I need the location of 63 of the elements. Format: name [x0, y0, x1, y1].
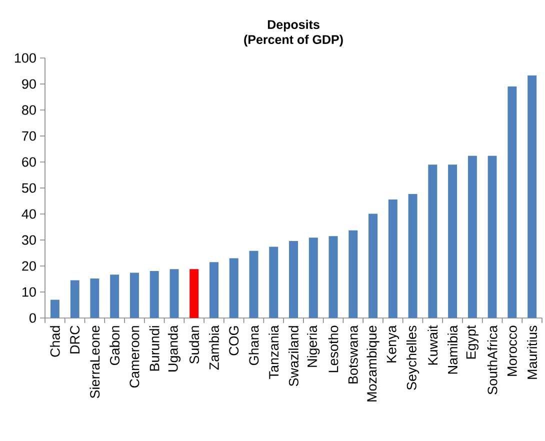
x-tick-label: Mauritius	[527, 326, 538, 379]
y-tick-label: 10	[22, 287, 36, 297]
y-tick-label: 80	[22, 105, 36, 115]
x-tick-label: Morocco	[507, 326, 517, 376]
x-tick-label: Gabon	[110, 326, 120, 366]
y-tick-label: 40	[22, 209, 36, 219]
bar	[110, 274, 120, 318]
x-tick-label: Mozambique	[366, 326, 380, 402]
bar	[50, 300, 60, 318]
y-tick-label: 30	[22, 235, 36, 245]
x-tick-label: SierraLeone	[90, 326, 100, 398]
bar	[468, 156, 477, 318]
x-tick-label: Namibia	[448, 325, 458, 374]
bar	[368, 214, 378, 318]
bar	[348, 230, 358, 318]
bar	[249, 250, 258, 318]
x-tick-label: Cameroon	[130, 326, 140, 388]
y-tick-label: 90	[22, 79, 36, 89]
x-tick-label: Burundi	[149, 326, 160, 371]
x-tick-label: SouthAfrica	[487, 325, 498, 394]
bar	[70, 280, 80, 318]
x-tick-label: Kuwait	[428, 325, 438, 365]
x-tick-label: Botswana	[348, 325, 358, 384]
bar	[428, 164, 438, 318]
bar	[90, 278, 100, 318]
x-tick-label: Egypt	[466, 325, 478, 359]
bar	[408, 194, 418, 318]
y-tick-label: 0	[29, 313, 36, 323]
y-tick-label: 100	[14, 53, 36, 63]
bar	[229, 258, 238, 318]
chart-title: Deposits	[268, 20, 320, 32]
x-tick-label: Swaziland	[288, 326, 298, 386]
x-tick-label: Uganda	[168, 325, 181, 372]
x-tick-label: COG	[229, 326, 239, 356]
bar	[209, 262, 218, 318]
bar	[130, 272, 139, 318]
bar	[528, 75, 537, 318]
chart-subtitle: (Percent of GDP)	[244, 34, 343, 46]
bar	[170, 269, 179, 318]
x-tick-label: Chad	[50, 326, 60, 357]
y-tick-label: 50	[22, 183, 36, 193]
bar	[289, 241, 298, 318]
x-tick-label: Seychelles	[406, 326, 420, 390]
x-tick-label: Tanzania	[268, 325, 279, 379]
bar	[328, 236, 338, 318]
x-tick-label: Lesotho	[328, 326, 338, 372]
x-tick-label: Ghana	[248, 325, 259, 366]
x-tick-label: DRC	[70, 326, 80, 354]
x-tick-label: Sudan	[189, 326, 200, 364]
bar	[190, 269, 199, 318]
bar	[150, 270, 159, 318]
x-tick-label: Zambia	[209, 325, 219, 370]
bar	[269, 246, 278, 318]
y-tick-label: 60	[22, 157, 36, 167]
bar	[308, 238, 318, 318]
bar	[508, 86, 517, 318]
y-tick-label: 20	[22, 261, 36, 271]
y-tick-label: 70	[22, 131, 36, 141]
x-tick-label: Nigeria	[307, 325, 320, 367]
bar	[488, 156, 497, 318]
x-tick-label: Kenya	[386, 325, 399, 362]
bar	[448, 164, 458, 318]
bar	[388, 199, 398, 318]
